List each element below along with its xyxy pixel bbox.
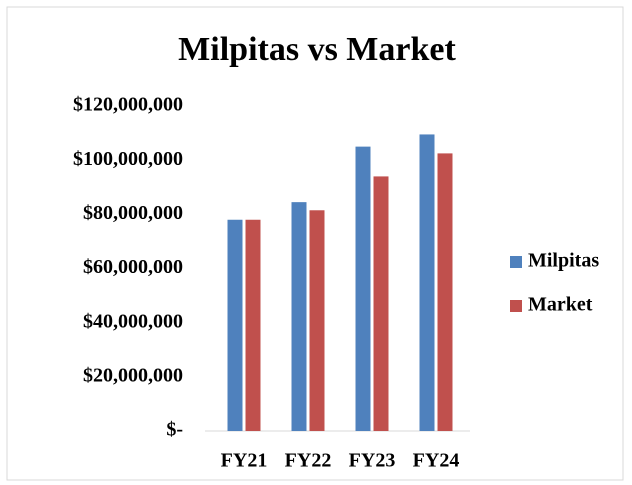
- bar: [291, 202, 307, 431]
- y-tick-label: $80,000,000: [83, 202, 183, 224]
- chart-title: Milpitas vs Market: [178, 31, 456, 68]
- bar: [437, 153, 453, 432]
- bar: [309, 210, 325, 431]
- y-tick-label: $60,000,000: [83, 256, 183, 278]
- y-tick-label: $120,000,000: [73, 94, 183, 116]
- bar: [355, 146, 371, 431]
- y-tick-label: $-: [166, 419, 183, 441]
- legend-swatch: [510, 256, 522, 268]
- bar: [419, 134, 435, 431]
- x-tick-label: FY22: [285, 450, 332, 472]
- y-tick-label: $20,000,000: [83, 364, 183, 386]
- legend-label: Milpitas: [528, 250, 599, 272]
- y-tick-label: $40,000,000: [83, 310, 183, 332]
- bar: [227, 219, 243, 431]
- bar: [245, 219, 261, 431]
- legend-label: Market: [528, 294, 593, 316]
- legend-swatch: [510, 300, 522, 312]
- y-tick-label: $100,000,000: [73, 148, 183, 170]
- x-tick-label: FY24: [413, 450, 460, 472]
- x-tick-label: FY21: [221, 450, 268, 472]
- bar: [373, 176, 389, 431]
- x-tick-label: FY23: [349, 450, 396, 472]
